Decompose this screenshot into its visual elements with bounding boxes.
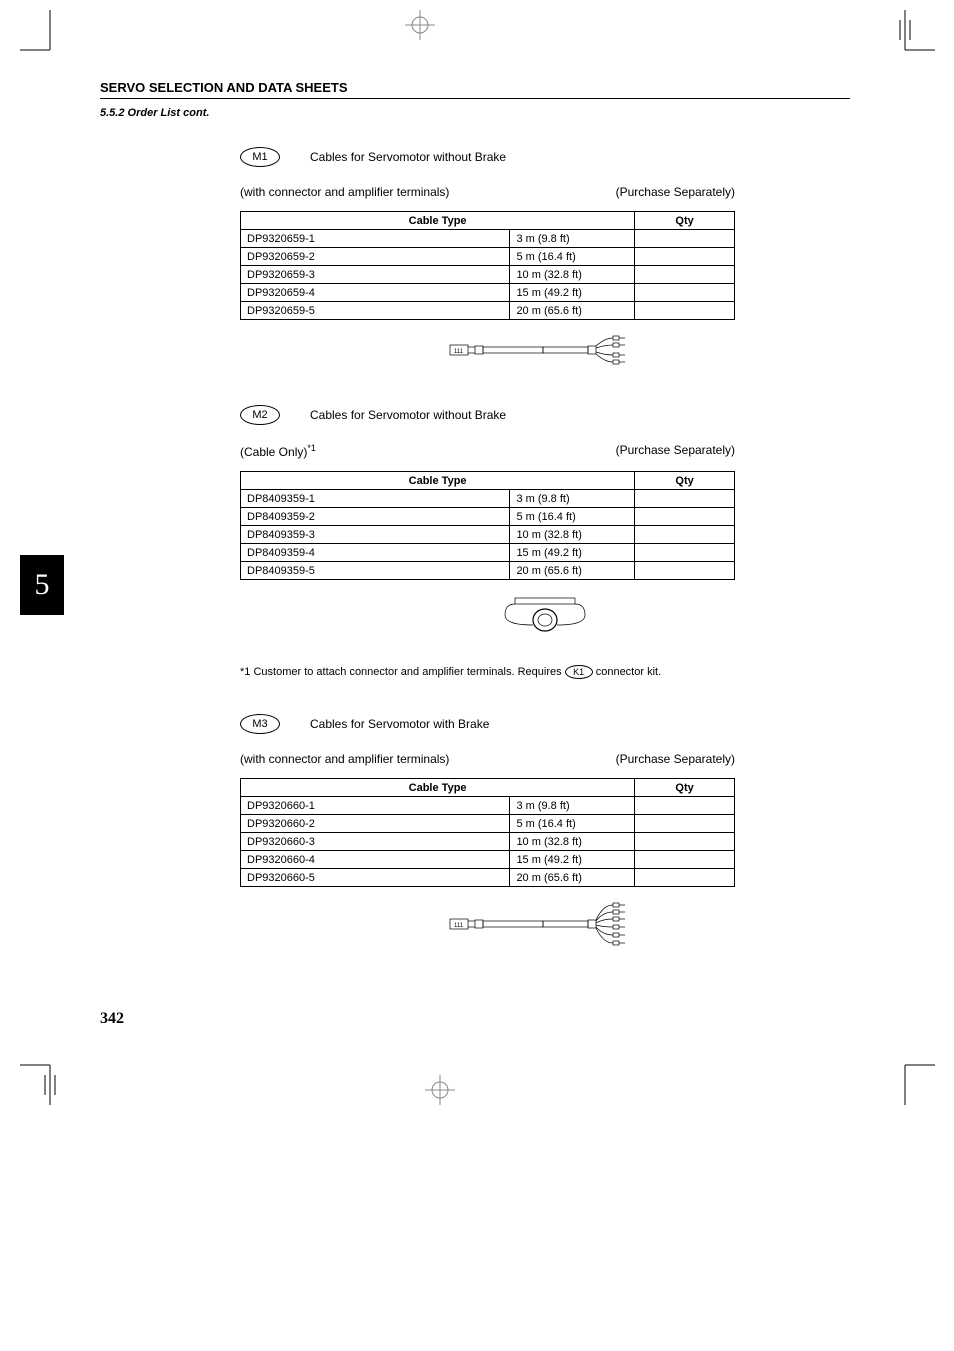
crop-mark-bl xyxy=(20,1045,60,1105)
register-mark-bottom xyxy=(420,1070,460,1110)
table-row: 20 m (65.6 ft) xyxy=(510,869,635,887)
table-row: 10 m (32.8 ft) xyxy=(510,833,635,851)
subtitle-m2: (Cable Only)*1 xyxy=(240,443,316,459)
table-row: DP9320659-5 xyxy=(241,302,510,320)
table-row xyxy=(635,562,735,580)
badge-m3: M3 xyxy=(240,714,280,734)
table-row xyxy=(635,508,735,526)
th-qty: Qty xyxy=(635,779,735,797)
footnote-m2: *1 Customer to attach connector and ampl… xyxy=(240,665,760,679)
table-row: DP8409359-5 xyxy=(241,562,510,580)
table-row xyxy=(635,302,735,320)
table-row xyxy=(635,526,735,544)
title-m1: Cables for Servomotor without Brake xyxy=(310,150,506,164)
table-row xyxy=(635,851,735,869)
table-row: 10 m (32.8 ft) xyxy=(510,266,635,284)
purchase-note: (Purchase Separately) xyxy=(616,185,735,199)
table-row: DP9320660-2 xyxy=(241,815,510,833)
table-m2: Cable TypeQty DP8409359-13 m (9.8 ft) DP… xyxy=(240,471,735,580)
table-row: 3 m (9.8 ft) xyxy=(510,797,635,815)
table-row: 5 m (16.4 ft) xyxy=(510,248,635,266)
crop-mark-tl xyxy=(20,10,60,70)
table-row: 15 m (49.2 ft) xyxy=(510,544,635,562)
th-qty: Qty xyxy=(635,472,735,490)
table-row xyxy=(635,797,735,815)
table-row xyxy=(635,248,735,266)
table-row: DP8409359-1 xyxy=(241,490,510,508)
svg-text:111: 111 xyxy=(454,349,464,355)
section-m1: M1 Cables for Servomotor without Brake (… xyxy=(240,147,850,370)
register-mark-top xyxy=(400,5,440,45)
figure-m1: 111 xyxy=(240,335,850,370)
table-row: DP9320659-2 xyxy=(241,248,510,266)
table-row: DP9320660-4 xyxy=(241,851,510,869)
table-row: DP9320659-1 xyxy=(241,230,510,248)
table-row: DP9320660-1 xyxy=(241,797,510,815)
th-cabletype: Cable Type xyxy=(241,212,635,230)
table-row: 20 m (65.6 ft) xyxy=(510,302,635,320)
figure-m2 xyxy=(240,595,850,640)
table-row xyxy=(635,266,735,284)
table-row xyxy=(635,544,735,562)
svg-text:111: 111 xyxy=(454,923,464,929)
title-m2: Cables for Servomotor without Brake xyxy=(310,408,506,422)
table-row: DP9320660-3 xyxy=(241,833,510,851)
th-qty: Qty xyxy=(635,212,735,230)
subtitle-m1: (with connector and amplifier terminals) xyxy=(240,185,449,199)
badge-m1: M1 xyxy=(240,147,280,167)
table-m1: Cable TypeQty DP9320659-13 m (9.8 ft) DP… xyxy=(240,211,735,320)
table-row: DP8409359-3 xyxy=(241,526,510,544)
badge-k1: K1 xyxy=(565,665,593,679)
th-cabletype: Cable Type xyxy=(241,779,635,797)
page-number: 342 xyxy=(100,1010,124,1028)
page-header: SERVO SELECTION AND DATA SHEETS xyxy=(100,80,850,99)
table-row: DP9320660-5 xyxy=(241,869,510,887)
chapter-tab: 5 xyxy=(20,555,64,615)
table-row: 20 m (65.6 ft) xyxy=(510,562,635,580)
table-row: 5 m (16.4 ft) xyxy=(510,508,635,526)
crop-mark-tr xyxy=(895,10,935,70)
title-m3: Cables for Servomotor with Brake xyxy=(310,717,489,731)
table-row: 3 m (9.8 ft) xyxy=(510,230,635,248)
table-row: 3 m (9.8 ft) xyxy=(510,490,635,508)
table-row xyxy=(635,230,735,248)
table-row xyxy=(635,490,735,508)
table-row: 10 m (32.8 ft) xyxy=(510,526,635,544)
table-row: DP8409359-2 xyxy=(241,508,510,526)
subtitle-m3: (with connector and amplifier terminals) xyxy=(240,752,449,766)
figure-m3: 111 xyxy=(240,902,850,951)
table-row: 5 m (16.4 ft) xyxy=(510,815,635,833)
purchase-note: (Purchase Separately) xyxy=(616,443,735,459)
table-row xyxy=(635,815,735,833)
table-row: 15 m (49.2 ft) xyxy=(510,851,635,869)
page-subheader: 5.5.2 Order List cont. xyxy=(100,107,850,119)
section-m2: M2 Cables for Servomotor without Brake (… xyxy=(240,405,850,679)
table-row: 15 m (49.2 ft) xyxy=(510,284,635,302)
table-row xyxy=(635,833,735,851)
th-cabletype: Cable Type xyxy=(241,472,635,490)
table-row: DP9320659-4 xyxy=(241,284,510,302)
crop-mark-br xyxy=(895,1045,935,1105)
table-row: DP8409359-4 xyxy=(241,544,510,562)
table-row xyxy=(635,869,735,887)
purchase-note: (Purchase Separately) xyxy=(616,752,735,766)
badge-m2: M2 xyxy=(240,405,280,425)
table-row xyxy=(635,284,735,302)
table-m3: Cable TypeQty DP9320660-13 m (9.8 ft) DP… xyxy=(240,778,735,887)
table-row: DP9320659-3 xyxy=(241,266,510,284)
section-m3: M3 Cables for Servomotor with Brake (wit… xyxy=(240,714,850,951)
